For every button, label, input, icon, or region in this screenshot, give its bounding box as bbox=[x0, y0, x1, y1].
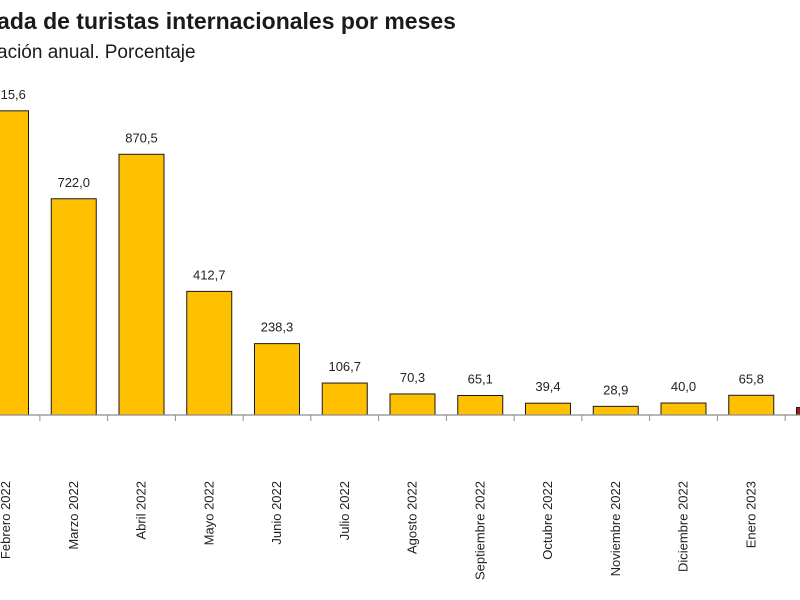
category-label-3: Abril 2022 bbox=[134, 481, 149, 540]
bar-4 bbox=[186, 290, 233, 416]
bar-5 bbox=[254, 343, 300, 416]
value-label-1: 1015,6 bbox=[0, 87, 26, 102]
value-label-12: 65,8 bbox=[739, 371, 764, 386]
category-label-12: Enero 2023 bbox=[743, 481, 758, 548]
value-label-6: 106,7 bbox=[328, 359, 361, 374]
category-labels-layer: Febrero 2022 Marzo 2022 Abril 2022 Mayo 202… bbox=[0, 481, 758, 580]
category-label-8: Septiembre 2022 bbox=[472, 481, 487, 580]
bars-layer bbox=[0, 110, 800, 416]
tick-marks-layer bbox=[39, 415, 786, 421]
bar-9 bbox=[525, 402, 571, 416]
value-label-4: 412,7 bbox=[193, 267, 226, 282]
bar-10 bbox=[592, 405, 639, 416]
chart-title: …gada de turistas internacionales por me… bbox=[0, 8, 456, 34]
category-label-2: Marzo 2022 bbox=[66, 481, 81, 550]
category-label-5: Junio 2022 bbox=[269, 481, 284, 545]
bar-12 bbox=[728, 394, 775, 416]
bar-8 bbox=[457, 395, 504, 416]
category-label-10: Noviembre 2022 bbox=[608, 481, 623, 576]
value-label-10: 28,9 bbox=[603, 382, 628, 397]
value-label-8: 65,1 bbox=[468, 372, 493, 387]
bar-2 bbox=[50, 198, 97, 416]
chart-subtitle: …ación anual. Porcentaje bbox=[0, 42, 196, 63]
bar-6 bbox=[321, 382, 368, 416]
bar-11 bbox=[660, 402, 707, 416]
value-label-5: 238,3 bbox=[261, 320, 294, 335]
value-label-7: 70,3 bbox=[400, 370, 425, 385]
value-labels-layer: 1015,6 722,0 870,5 412,7 238,3 106,7 70,3 65,1 3… bbox=[0, 87, 764, 398]
value-label-11: 40,0 bbox=[671, 379, 696, 394]
bar-1 bbox=[0, 110, 29, 416]
bar-13 bbox=[796, 407, 800, 416]
category-label-4: Mayo 2022 bbox=[201, 481, 216, 545]
category-label-11: Diciembre 2022 bbox=[676, 481, 691, 572]
value-label-9: 39,4 bbox=[535, 379, 560, 394]
category-label-6: Julio 2022 bbox=[337, 481, 352, 540]
value-label-3: 870,5 bbox=[125, 130, 158, 145]
category-label-7: Agosto 2022 bbox=[405, 481, 420, 554]
value-label-2: 722,0 bbox=[57, 175, 90, 190]
bar-3 bbox=[118, 153, 165, 416]
category-label-9: Octubre 2022 bbox=[540, 481, 555, 560]
category-label-1: Febrero 2022 bbox=[0, 481, 13, 559]
bar-7 bbox=[389, 393, 436, 416]
